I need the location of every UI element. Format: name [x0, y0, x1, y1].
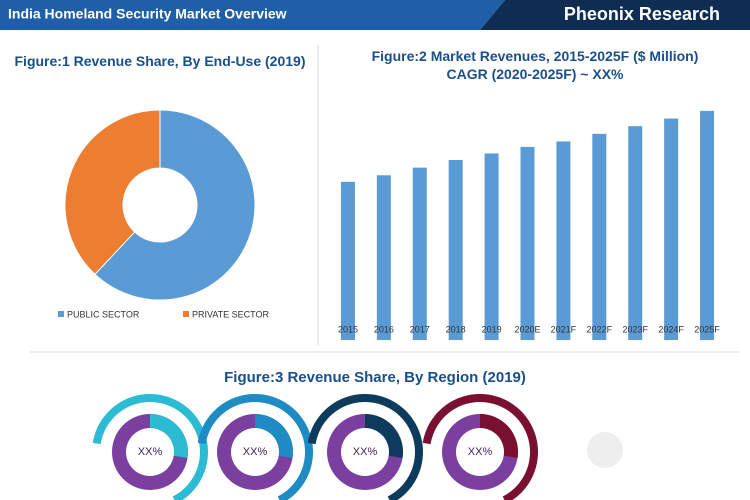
bar: [556, 141, 571, 340]
bar: [520, 146, 535, 340]
region-label: XX%: [353, 446, 378, 458]
x-tick-label: 2025F: [694, 324, 720, 334]
header-title: India Homeland Security Market Overview: [8, 6, 287, 22]
bar: [484, 153, 499, 340]
x-tick-label: 2017: [410, 324, 430, 334]
inner-hole: [231, 428, 279, 476]
region-label: XX%: [243, 446, 268, 458]
bar: [340, 181, 355, 340]
bar: [628, 126, 643, 340]
brand-band: [480, 0, 750, 30]
bar: [664, 118, 679, 340]
region-label: XX%: [138, 446, 163, 458]
inner-segment: [150, 414, 188, 458]
donut-slice: [94, 109, 256, 301]
legend-swatch: [183, 311, 189, 317]
x-tick-label: 2015: [338, 324, 358, 334]
region-label: XX%: [468, 446, 493, 458]
inner-segment: [480, 414, 518, 458]
x-tick-label: 2021F: [551, 324, 577, 334]
x-tick-label: 2020E: [514, 324, 540, 334]
legend-label: PRIVATE SECTOR: [192, 309, 270, 319]
legend-label: PUBLIC SECTOR: [67, 309, 140, 319]
brand: Pheonix Research: [564, 4, 720, 24]
figure-2-title: Figure:2 Market Revenues, 2015-2025F ($ …: [371, 48, 699, 82]
legend-swatch: [58, 311, 64, 317]
inner-hole: [126, 428, 174, 476]
bar: [700, 110, 715, 340]
decor: [587, 432, 623, 468]
bar: [412, 167, 427, 340]
x-tick-label: 2024F: [658, 324, 684, 334]
x-tick-label: 2023F: [622, 324, 648, 334]
inner-segment: [365, 414, 403, 458]
bar: [376, 175, 391, 340]
x-tick-label: 2022F: [587, 324, 613, 334]
inner-hole: [456, 428, 504, 476]
figure-3-title: Figure:3 Revenue Share, By Region (2019): [224, 369, 526, 386]
inner-segment: [255, 414, 294, 458]
figure-1-title: Figure:1 Revenue Share, By End-Use (2019…: [14, 53, 306, 69]
x-tick-label: 2018: [446, 324, 466, 334]
bar: [592, 133, 607, 340]
x-tick-label: 2019: [482, 324, 502, 334]
header-band: [0, 0, 505, 30]
inner-hole: [341, 428, 389, 476]
bar: [448, 160, 463, 340]
x-tick-label: 2016: [374, 324, 394, 334]
donut-slice: [64, 109, 161, 275]
